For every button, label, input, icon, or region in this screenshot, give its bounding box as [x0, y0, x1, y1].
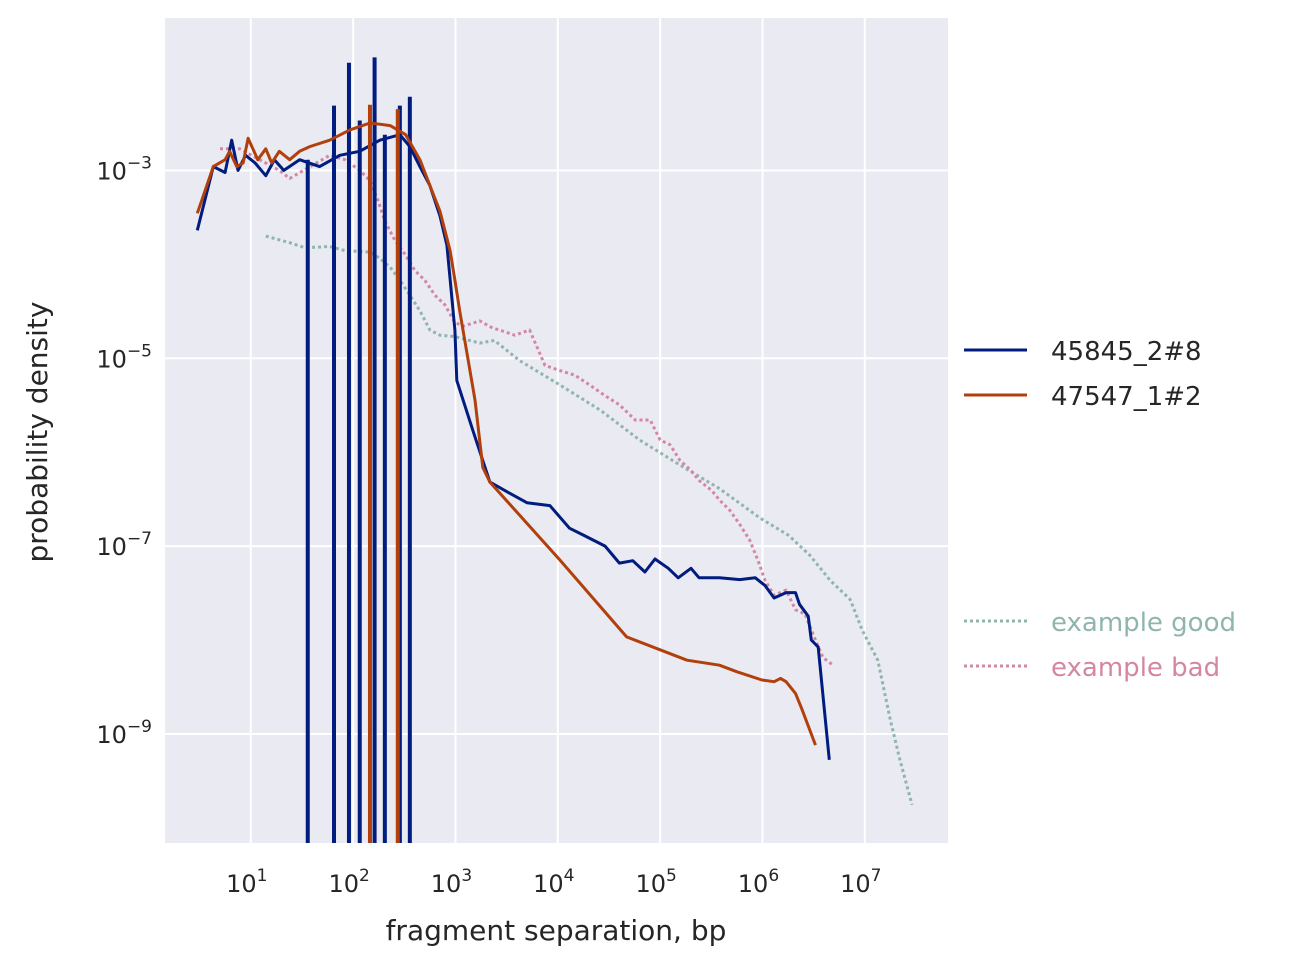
x-tick-label: 101 [226, 866, 267, 898]
legend-label: example good [1051, 608, 1236, 638]
legend-label: 47547_1#2 [1051, 382, 1202, 412]
x-axis-label: fragment separation, bp [386, 914, 727, 947]
y-tick-label: 10−7 [96, 529, 152, 561]
y-tick-label: 10−5 [96, 341, 152, 373]
x-tick-label: 106 [738, 866, 779, 898]
y-axis-label: probability density [21, 302, 54, 563]
x-tick-label: 105 [635, 866, 676, 898]
x-tick-label: 103 [431, 866, 472, 898]
series-line-45845-2-8 [195, 133, 831, 760]
y-tick-label: 10−9 [96, 717, 152, 749]
series-lines [195, 57, 914, 843]
legend-label: example bad [1051, 653, 1220, 683]
y-tick-label: 10−3 [96, 153, 152, 185]
gridlines [165, 18, 948, 843]
x-tick-label: 104 [533, 866, 574, 898]
x-tick-labels: 101 102 103 104 105 106 107 [226, 866, 881, 898]
y-tick-labels: 10−3 10−5 10−7 10−9 [96, 153, 152, 748]
legend-label: 45845_2#8 [1051, 337, 1202, 367]
x-tick-label: 102 [328, 866, 369, 898]
plot-background [165, 18, 948, 843]
series-line-47547-1-2 [195, 121, 817, 746]
x-tick-label: 107 [840, 866, 881, 898]
